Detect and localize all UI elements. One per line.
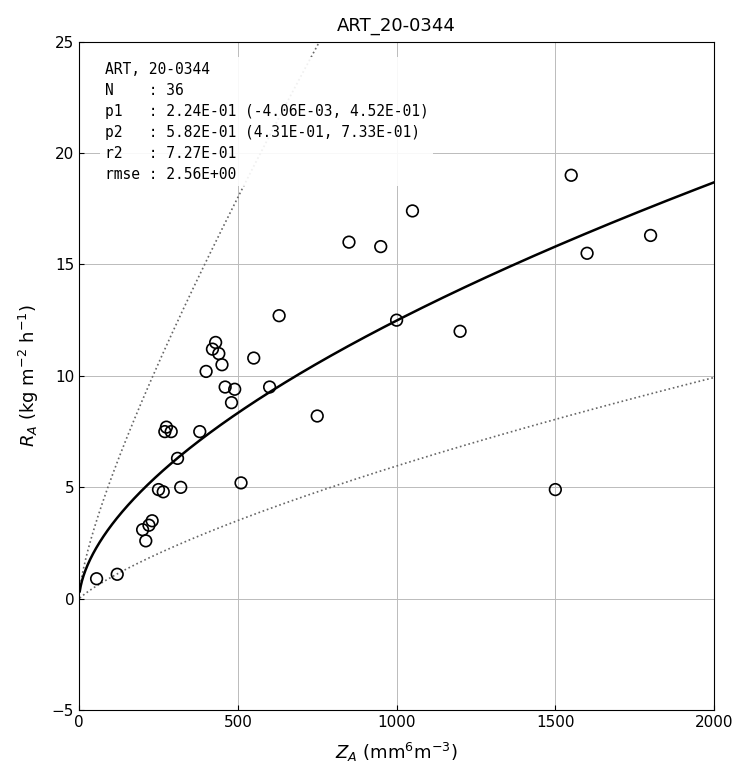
Point [136,523,148,536]
Point [111,568,123,580]
Point [219,381,231,394]
Y-axis label: $R_A$ (kg m$^{-2}$ h$^{-1}$): $R_A$ (kg m$^{-2}$ h$^{-1}$) [16,305,40,448]
Point [165,426,177,438]
Point [213,348,225,360]
Point [91,572,103,585]
Point [406,205,418,217]
Point [391,314,403,326]
Point [263,381,275,394]
Point [175,481,187,494]
Point [566,169,578,181]
Point [235,476,247,489]
Text: ART, 20-0344
N    : 36
p1   : 2.24E-01 (-4.06E-03, 4.52E-01)
p2   : 5.82E-01 (4.: ART, 20-0344 N : 36 p1 : 2.24E-01 (-4.06… [104,62,428,181]
Point [146,515,158,527]
Point [273,309,285,322]
Point [172,452,184,465]
Point [581,247,593,259]
X-axis label: $Z_A$ (mm$^6$m$^{-3}$): $Z_A$ (mm$^6$m$^{-3}$) [335,741,458,765]
Point [644,229,656,241]
Point [210,336,222,348]
Point [549,483,561,496]
Point [343,236,355,248]
Point [454,325,466,337]
Point [216,358,228,371]
Point [152,483,164,496]
Point [229,383,241,395]
Point [143,519,155,532]
Point [140,535,152,547]
Point [200,366,212,378]
Point [206,343,218,355]
Point [160,421,172,433]
Point [159,426,171,438]
Point [375,241,387,253]
Point [194,426,206,438]
Title: ART_20-0344: ART_20-0344 [338,16,456,34]
Point [248,351,259,364]
Point [158,486,170,498]
Point [226,397,238,409]
Point [311,410,323,423]
